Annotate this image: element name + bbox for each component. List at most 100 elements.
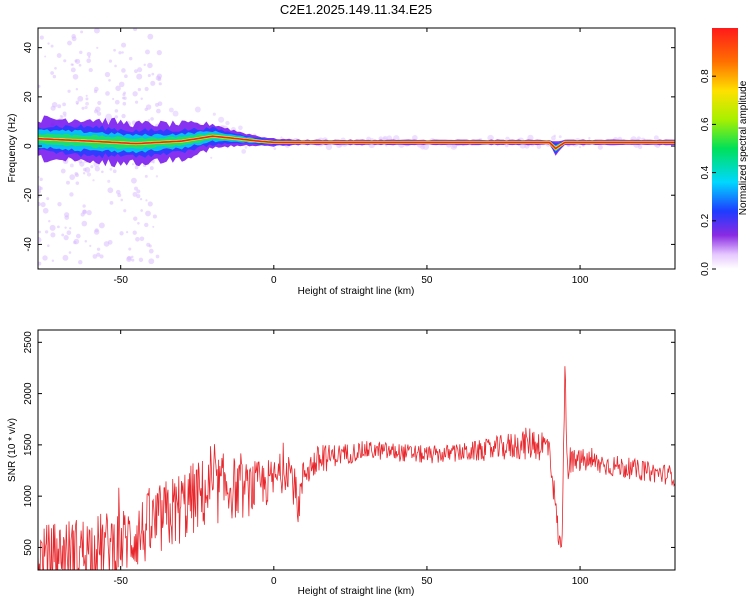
spectrogram-scatter-point	[112, 97, 115, 101]
spectrogram-scatter-point	[71, 34, 76, 39]
colorbar-label: Normalized spectral amplitude	[738, 80, 749, 215]
spectrogram-scatter-point	[558, 135, 562, 139]
spectrogram-scatter-point	[109, 200, 114, 205]
spectrogram-scatter-point	[38, 202, 41, 207]
colorbar-gradient	[712, 28, 738, 269]
spectrogram-scatter-point	[172, 110, 179, 117]
spectrogram-scatter-point	[122, 101, 127, 106]
spectrogram-scatter-point	[40, 201, 46, 208]
spectrogram-scatter-point	[69, 163, 74, 168]
spectrogram-scatter-point	[151, 72, 155, 76]
snr-xlabel: Height of straight line (km)	[298, 586, 415, 597]
spectrogram-scatter-point	[50, 71, 54, 75]
spectrogram-ylabel: Frequency (Hz)	[7, 114, 18, 183]
spectrogram-scatter-point	[131, 163, 135, 166]
spectrogram-scatter-point	[73, 240, 77, 245]
spectrogram-scatter-point	[49, 224, 56, 231]
x-tick-label: 50	[421, 576, 433, 587]
spectrogram-scatter-point	[487, 134, 494, 142]
spectrogram-scatter-point	[238, 125, 243, 131]
spectrogram-scatter-point	[115, 85, 121, 92]
spectrogram-scatter-point	[144, 107, 148, 112]
spectrogram-scatter-point	[132, 91, 138, 97]
spectrogram-scatter-point	[143, 63, 146, 67]
spectrogram-scatter-point	[114, 115, 118, 119]
spectrogram-scatter-point	[136, 194, 141, 199]
spectrogram-scatter-point	[218, 116, 225, 123]
spectrogram-scatter-point	[105, 113, 112, 121]
snr-data	[38, 366, 675, 570]
spectrogram-scatter-point	[93, 28, 100, 34]
spectrogram-scatter-point	[241, 149, 247, 154]
snr-frame	[37, 329, 676, 571]
spectrogram-scatter-point	[67, 89, 71, 93]
spectrogram-scatter-point	[64, 215, 70, 220]
spectrogram-scatter-point	[79, 161, 85, 167]
spectrogram-scatter-point	[62, 254, 69, 261]
spectrogram-scatter-point	[59, 114, 63, 118]
spectrogram-scatter-point	[155, 254, 160, 259]
spectrogram-scatter-point	[597, 144, 603, 150]
spectrogram-scatter-point	[194, 106, 201, 113]
spectrogram-scatter-point	[148, 248, 154, 254]
spectrogram-xlabel: Height of straight line (km)	[298, 286, 415, 297]
spectrogram-scatter-point	[147, 119, 151, 122]
y-tick-label: 40	[23, 42, 34, 54]
spectrogram-scatter-point	[128, 247, 132, 251]
spectrogram-scatter-point	[155, 75, 161, 81]
spectrogram-scatter-point	[139, 198, 143, 201]
spectrogram-scatter-point	[47, 244, 50, 247]
spectrogram-scatter-point	[85, 94, 88, 97]
spectrogram-scatter-point	[148, 258, 155, 265]
spectrogram-scatter-point	[38, 261, 42, 266]
spectrogram-scatter-point	[108, 59, 113, 63]
spectrogram-scatter-point	[72, 73, 79, 80]
spectrogram-scatter-point	[147, 201, 153, 207]
spectrogram-scatter-point	[225, 120, 230, 126]
spectrogram-scatter-point	[90, 165, 94, 169]
spectrogram-scatter-point	[107, 179, 111, 183]
spectrogram-scatter-point	[114, 109, 119, 113]
spectrogram-scatter-point	[88, 67, 93, 73]
y-tick-label: 500	[23, 539, 34, 556]
spectrogram-scatter-point	[75, 88, 79, 91]
snr-axes: -50 0 50 100 500 1000 1500 2000 2500	[23, 330, 675, 587]
spectrogram-scatter-point	[148, 244, 152, 248]
spectrogram-scatter-point	[39, 186, 43, 191]
spectrogram-scatter-point	[38, 84, 41, 88]
spectrogram-scatter-point	[325, 143, 333, 151]
spectrogram-scatter-point	[96, 111, 102, 116]
spectrogram-scatter-point	[138, 257, 144, 262]
spectrogram-scatter-point	[132, 230, 137, 235]
colorbar-tick-label: 0.6	[700, 117, 711, 131]
spectrogram-scatter-point	[551, 135, 556, 141]
spectrogram-scatter-point	[147, 33, 154, 40]
spectrogram-scatter-point	[67, 40, 72, 46]
spectrogram-scatter-point	[135, 100, 139, 104]
spectrogram-scatter-point	[125, 231, 129, 234]
spectrogram-scatter-point	[104, 71, 111, 78]
spectrogram-scatter-point	[137, 221, 140, 225]
spectrogram-scatter-point	[42, 255, 48, 261]
spectrogram-scatter-point	[136, 189, 141, 194]
spectrogram-scatter-point	[152, 214, 157, 219]
spectrogram-scatter-point	[96, 247, 101, 251]
spectrogram-scatter-point	[121, 68, 126, 73]
colorbar-ticks: 0.0 0.2 0.4 0.6 0.8	[700, 69, 716, 276]
colorbar-tick-label: 0.2	[700, 213, 711, 227]
spectrogram-scatter-point	[588, 136, 591, 140]
figure-title: C2E1.2025.149.11.34.E25	[280, 2, 432, 17]
spectrogram-scatter-point	[82, 209, 87, 214]
spectrogram-scatter-point	[63, 235, 69, 241]
spectrogram-scatter-point	[133, 28, 138, 32]
spectrogram-scatter-point	[212, 112, 216, 116]
spectrogram-scatter-point	[130, 177, 137, 184]
spectrogram-scatter-point	[158, 82, 162, 86]
y-tick-label: 2500	[23, 331, 34, 354]
spectrogram-scatter-point	[385, 144, 388, 147]
spectrogram-scatter-point	[70, 67, 76, 73]
spectrogram-scatter-point	[68, 251, 72, 254]
spectrogram-scatter-point	[92, 179, 95, 182]
spectrogram-scatter-point	[50, 232, 56, 238]
spectrogram-scatter-point	[637, 144, 643, 150]
